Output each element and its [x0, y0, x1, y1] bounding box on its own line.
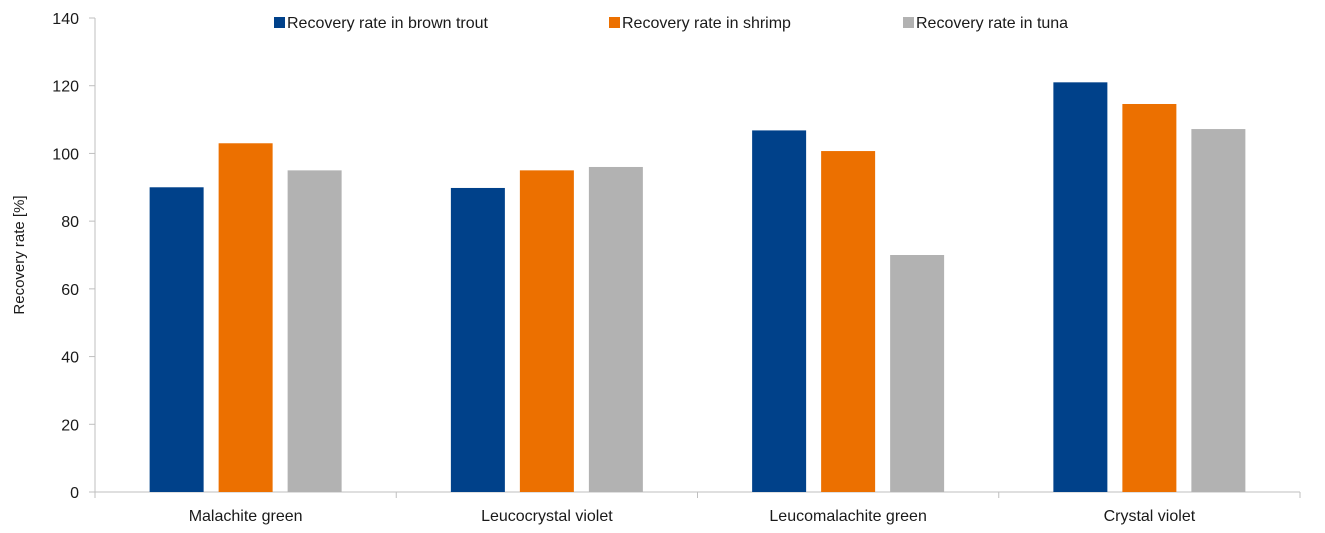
bar-brown-trout	[752, 130, 807, 493]
legend-swatch	[609, 17, 620, 28]
bar-brown-trout	[450, 187, 505, 492]
legend-label: Recovery rate in tuna	[916, 15, 1068, 32]
legend: Recovery rate in brown trout Recovery rat…	[274, 15, 1068, 32]
x-category-label: Leucomalachite green	[769, 508, 926, 525]
legend-swatch	[903, 17, 914, 28]
legend-item: Recovery rate in brown trout	[274, 15, 489, 32]
y-tick-label: 0	[70, 485, 79, 502]
bar-tuna	[287, 170, 342, 492]
bar-brown-trout	[149, 187, 204, 493]
legend-item: Recovery rate in tuna	[903, 15, 1068, 32]
x-category-label: Crystal violet	[1104, 508, 1196, 525]
y-tick-label: 140	[52, 11, 79, 28]
y-tick-label: 20	[61, 417, 79, 434]
y-tick-label: 120	[52, 79, 79, 96]
legend-swatch	[274, 17, 285, 28]
y-tick-label: 80	[61, 214, 79, 231]
legend-label: Recovery rate in shrimp	[622, 15, 791, 32]
legend-label: Recovery rate in brown trout	[287, 15, 489, 32]
bar-tuna	[890, 255, 945, 492]
legend-item: Recovery rate in shrimp	[609, 15, 791, 32]
bar-shrimp	[519, 170, 574, 492]
axes: 0 20 40 60 80 100 120 140 Malachite green Leucocr…	[52, 11, 1301, 525]
bar-brown-trout	[1053, 82, 1108, 492]
y-tick-label: 40	[61, 350, 79, 367]
bar-tuna	[1191, 129, 1246, 492]
y-tick-label: 60	[61, 282, 79, 299]
bar-shrimp	[821, 151, 876, 492]
x-category-label: Leucocrystal violet	[481, 508, 613, 525]
y-axis-title: Recovery rate [%]	[11, 195, 28, 314]
bars	[149, 82, 1246, 493]
bar-shrimp	[218, 143, 273, 492]
y-tick-label: 100	[52, 146, 79, 163]
x-category-label: Malachite green	[189, 508, 303, 525]
bar-tuna	[588, 166, 643, 492]
bar-shrimp	[1122, 103, 1177, 493]
